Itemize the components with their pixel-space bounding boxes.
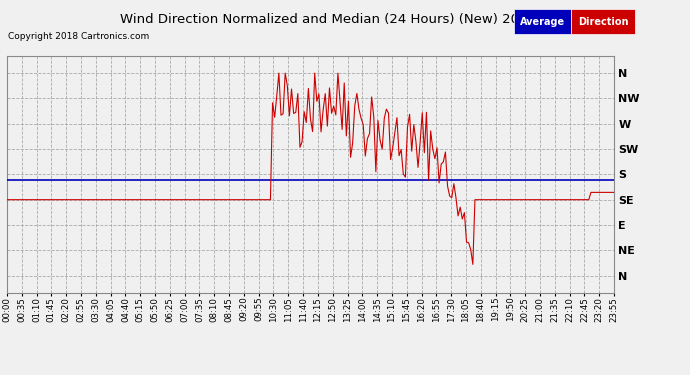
Text: Wind Direction Normalized and Median (24 Hours) (New) 20180421: Wind Direction Normalized and Median (24… (120, 13, 570, 26)
Text: Direction: Direction (578, 16, 629, 27)
Text: Average: Average (520, 16, 565, 27)
Text: Copyright 2018 Cartronics.com: Copyright 2018 Cartronics.com (8, 32, 150, 41)
